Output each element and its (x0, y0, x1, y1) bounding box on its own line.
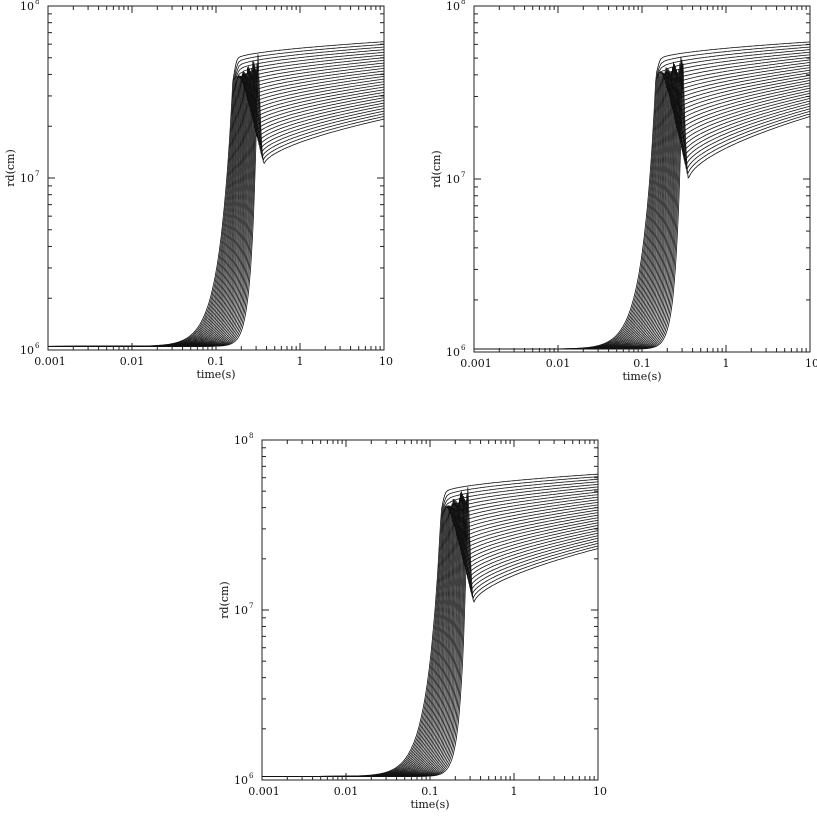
y-tick-label: 10 (446, 173, 460, 186)
y-tick-label-exponent: 8 (461, 0, 465, 6)
series-curve-22 (262, 492, 598, 777)
x-tick-label: 0.001 (460, 357, 492, 370)
x-tick-label: 0.1 (421, 785, 439, 798)
y-axis-label: rd(cm) (218, 581, 231, 618)
y-tick-label: 10 (20, 172, 34, 185)
curve-group (48, 41, 384, 347)
y-tick-label-exponent: 6 (249, 772, 254, 780)
y-tick-label-exponent: 8 (249, 432, 253, 440)
x-tick-label: 0.1 (207, 355, 225, 368)
series-curve-7 (48, 57, 384, 347)
series-curve-8 (262, 491, 598, 777)
y-axis-label: rd(cm) (430, 150, 443, 187)
y-tick-label: 10 (234, 434, 248, 447)
y-tick-label-exponent: 8 (35, 0, 39, 6)
series-curve-5 (262, 484, 598, 777)
series-curve-8 (48, 60, 384, 347)
y-tick-label: 10 (234, 774, 248, 787)
x-tick-label: 0.001 (248, 785, 280, 798)
x-axis-label: time(s) (196, 368, 235, 381)
x-tick-label: 0.01 (546, 357, 571, 370)
curve-group (262, 473, 598, 777)
y-tick-label-exponent: 6 (461, 344, 466, 352)
series-curve-27 (474, 63, 810, 350)
y-axis-label: rd(cm) (4, 149, 17, 186)
series-curve-9 (262, 494, 598, 777)
x-tick-label: 1 (723, 357, 730, 370)
y-tick-label: 10 (446, 0, 460, 13)
x-tick-label: 1 (297, 355, 304, 368)
x-tick-label: 0.01 (334, 785, 359, 798)
series-curve-6 (474, 54, 810, 350)
x-tick-label: 1 (511, 785, 518, 798)
series-curve-28 (474, 56, 810, 350)
x-tick-label: 10 (379, 355, 393, 368)
series-curve-23 (262, 491, 598, 777)
series-curve-29 (474, 59, 810, 350)
plot-frame (473, 5, 811, 353)
series-curve-7 (474, 56, 810, 350)
series-curve-24 (48, 60, 384, 347)
y-tick-label: 10 (234, 604, 248, 617)
plot-frame (47, 5, 385, 351)
series-curve-7 (262, 489, 598, 777)
series-curve-4 (262, 481, 598, 777)
series-curve-20 (474, 61, 810, 350)
y-tick-label-exponent: 7 (35, 170, 39, 178)
curve-group (474, 41, 810, 350)
y-tick-label-exponent: 6 (35, 342, 40, 350)
x-axis-label: time(s) (410, 798, 449, 811)
y-tick-label-exponent: 7 (249, 602, 253, 610)
x-axis-label: time(s) (622, 370, 661, 383)
x-tick-label: 10 (593, 785, 607, 798)
x-tick-label: 0.1 (633, 357, 651, 370)
y-tick-label: 10 (446, 346, 460, 359)
x-tick-label: 0.001 (34, 355, 66, 368)
series-curve-21 (474, 63, 810, 350)
x-tick-label: 0.01 (120, 355, 145, 368)
series-curve-30 (474, 63, 810, 350)
series-curve-11 (262, 499, 598, 777)
y-tick-label: 10 (20, 0, 34, 13)
x-tick-label: 10 (805, 357, 817, 370)
y-tick-label-exponent: 7 (461, 171, 465, 179)
series-curve-5 (48, 52, 384, 347)
y-tick-label: 10 (20, 344, 34, 357)
series-curve-8 (474, 59, 810, 350)
